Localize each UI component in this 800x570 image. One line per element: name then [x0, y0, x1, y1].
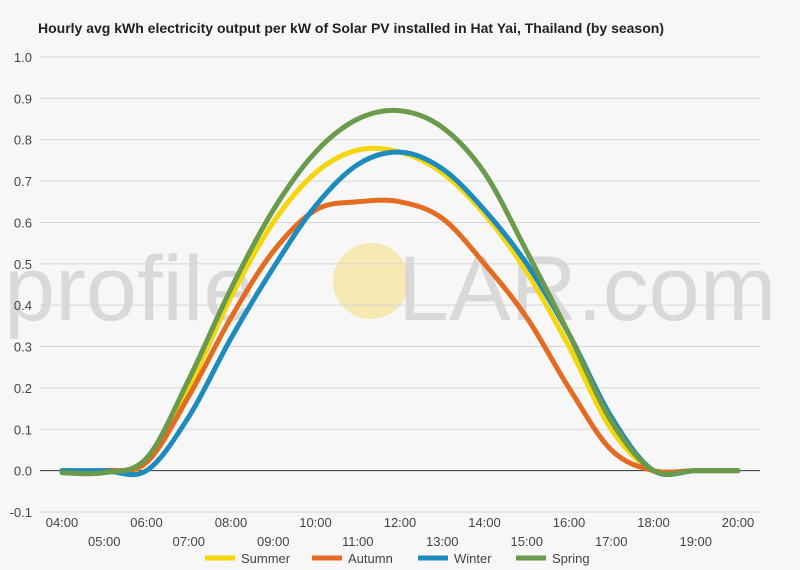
legend-label-summer: Summer: [241, 551, 291, 566]
x-tick-label: 05:00: [88, 534, 121, 549]
series-line-autumn: [59, 197, 741, 475]
x-tick-label: 16:00: [553, 515, 586, 530]
watermark-text-right: LAR.com: [398, 238, 776, 340]
legend: Summer Autumn Winter Spring: [205, 551, 590, 566]
y-tick-label: 0.5: [14, 257, 32, 272]
x-tick-label: 18:00: [637, 515, 670, 530]
x-tick-label: 10:00: [299, 515, 332, 530]
x-tick-label: 09:00: [257, 534, 290, 549]
y-tick-label: 0.4: [14, 298, 32, 313]
x-tick-label: 14:00: [468, 515, 501, 530]
watermark-sun-icon: [333, 243, 409, 319]
y-tick-label: 0.2: [14, 381, 32, 396]
x-tick-label: 20:00: [722, 515, 755, 530]
legend-label-spring: Spring: [552, 551, 590, 566]
legend-label-winter: Winter: [454, 551, 492, 566]
y-tick-label: 1.0: [14, 50, 32, 65]
y-tick-label: 0.1: [14, 422, 32, 437]
y-tick-label: 0.7: [14, 174, 32, 189]
x-tick-label: 12:00: [384, 515, 417, 530]
y-tick-label: 0.3: [14, 340, 32, 355]
x-tick-label: 15:00: [510, 534, 543, 549]
x-tick-label: 13:00: [426, 534, 459, 549]
x-tick-label: 07:00: [172, 534, 205, 549]
y-tick-label: 0.0: [14, 464, 32, 479]
y-tick-label: -0.1: [10, 505, 32, 520]
x-axis-ticks: 04:00 05:00 06:00 07:00 08:00 09:00 10:00 11:00…: [46, 515, 755, 549]
legend-label-autumn: Autumn: [348, 551, 393, 566]
y-tick-label: 0.9: [14, 91, 32, 106]
series-line-spring: [59, 107, 741, 477]
chart-title: Hourly avg kWh electricity output per kW…: [38, 20, 664, 36]
x-tick-label: 19:00: [679, 534, 712, 549]
gridlines: [40, 56, 760, 513]
y-axis-ticks: -0.1 0.0 0.1 0.2 0.3 0.4 0.5 0.6 0.7 0.8 0.9 1.0: [10, 50, 32, 520]
y-tick-label: 0.6: [14, 215, 32, 230]
x-tick-label: 11:00: [342, 534, 374, 549]
x-tick-label: 08:00: [215, 515, 248, 530]
y-tick-label: 0.8: [14, 133, 32, 148]
x-tick-label: 06:00: [130, 515, 163, 530]
x-tick-label: 04:00: [46, 515, 79, 530]
watermark: profile LAR.com: [4, 238, 776, 340]
x-tick-label: 17:00: [595, 534, 628, 549]
series-lines: [59, 107, 741, 478]
